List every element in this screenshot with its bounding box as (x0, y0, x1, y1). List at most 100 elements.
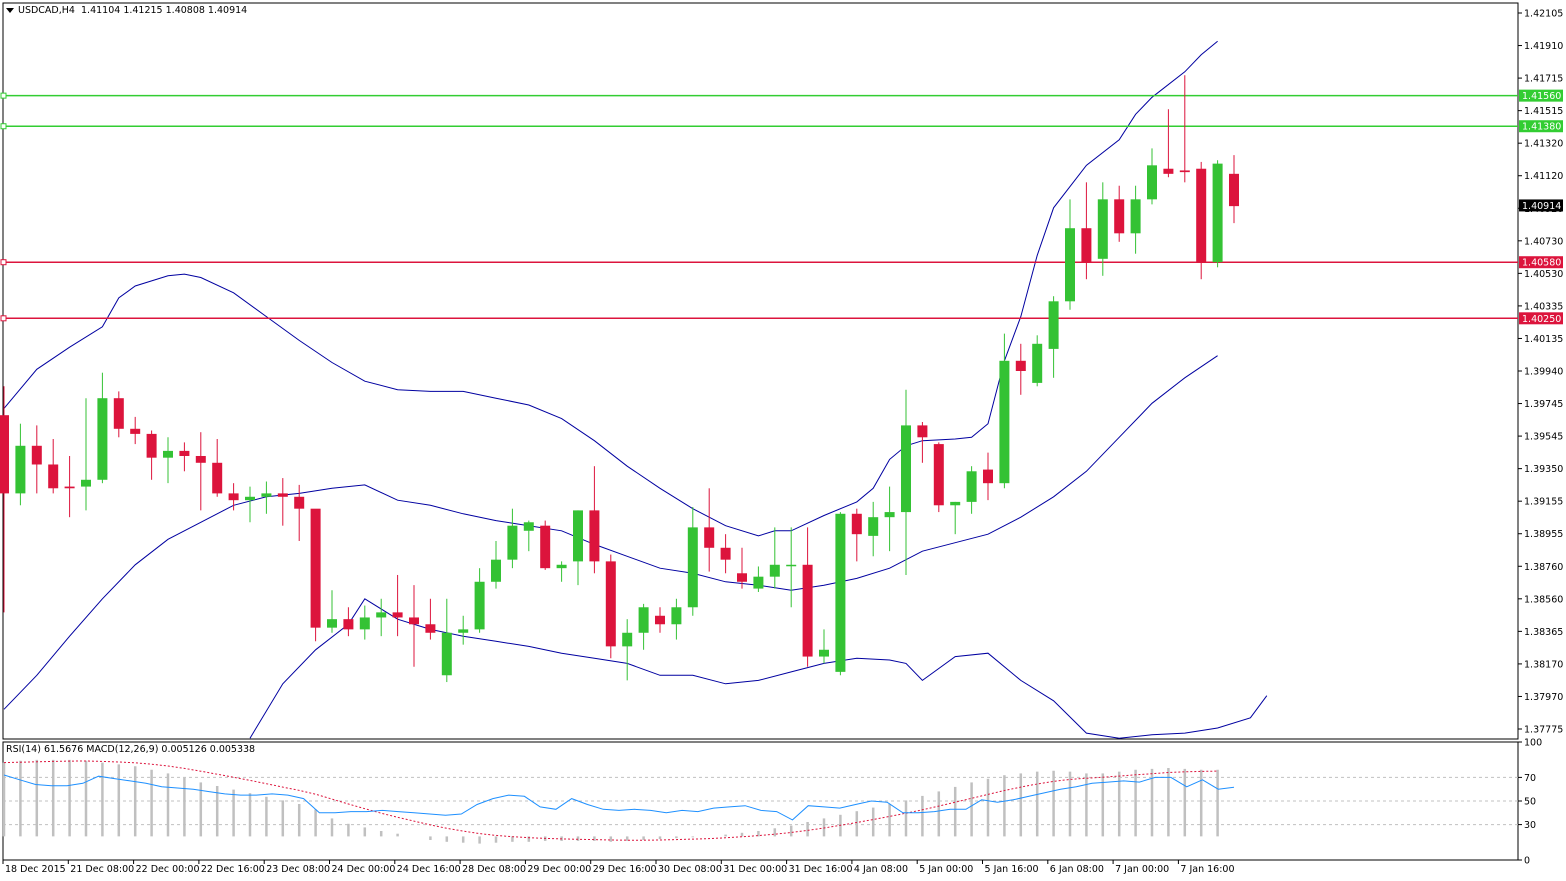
candle-body (720, 547, 731, 560)
support-level-handle (0, 259, 7, 266)
candle-body (851, 513, 862, 535)
candle-body (1097, 199, 1108, 259)
resistance-level-price-label: 1.41560 (1522, 91, 1561, 102)
resistance-level-price-tag (1519, 89, 1563, 102)
candle-body (163, 450, 173, 458)
support-level-price-tag (1519, 256, 1563, 269)
x-tick-label: 7 Jan 00:00 (1115, 864, 1169, 875)
candle-body (687, 527, 698, 608)
candle-body (950, 501, 961, 506)
x-tick-label: 6 Jan 08:00 (1050, 864, 1104, 875)
x-tick-label: 29 Dec 16:00 (593, 864, 657, 875)
y-tick-label: 1.41715 (1524, 74, 1563, 85)
y-tick-label: 1.38760 (1524, 562, 1563, 573)
candle-body (1163, 168, 1174, 174)
candle-body (441, 632, 452, 676)
candle-body (671, 607, 682, 625)
candle-body (523, 522, 534, 531)
x-tick-label: 4 Jan 08:00 (854, 864, 908, 875)
candle-body (491, 559, 501, 582)
collapse-triangle-icon[interactable] (6, 8, 14, 13)
candle-body (1147, 165, 1157, 200)
candle-body (327, 619, 337, 628)
candle-body (294, 496, 305, 509)
chart-header: USDCAD,H4 1.41104 1.41215 1.40808 1.4091… (6, 5, 247, 16)
x-tick-label: 31 Dec 00:00 (723, 864, 787, 875)
candle-body (655, 615, 665, 625)
candle-body (64, 486, 75, 489)
candle-body (638, 607, 649, 633)
candle-body (97, 398, 108, 480)
candle-body (425, 624, 436, 633)
candle-body (769, 564, 780, 577)
x-tick-label: 28 Dec 08:00 (462, 864, 526, 875)
candle-body (31, 445, 42, 465)
x-tick-label: 24 Dec 00:00 (332, 864, 396, 875)
candle-body (261, 493, 272, 497)
candle-body (81, 479, 91, 487)
candle-body (589, 510, 600, 562)
candle-body (1032, 343, 1043, 383)
y-tick-label: 1.42105 (1524, 9, 1563, 20)
candle-body (212, 462, 223, 494)
y-tick-label: 1.41320 (1524, 139, 1563, 150)
candle-body (786, 564, 797, 567)
y-tick-label: 1.38170 (1524, 659, 1563, 670)
candle-body (704, 527, 715, 548)
candle-body (819, 649, 829, 657)
candle-body (835, 513, 846, 672)
candle-body (1065, 228, 1075, 302)
candle-body (605, 561, 616, 647)
candle-body (802, 564, 813, 657)
support-level-price-tag (1519, 312, 1563, 325)
candle-body (146, 433, 157, 458)
y-tick-label: 1.41515 (1524, 106, 1563, 117)
sub-y-tick-label: 70 (1524, 773, 1536, 784)
candle-body (556, 564, 567, 569)
candle-body (933, 444, 944, 506)
sub-y-tick-label: 100 (1524, 738, 1542, 749)
candle-body (1212, 163, 1223, 263)
ohlc-values: 1.41104 1.41215 1.40808 1.40914 (81, 5, 248, 16)
x-tick-label: 7 Jan 16:00 (1180, 864, 1234, 875)
candle-body (753, 576, 764, 589)
candle-body (195, 455, 206, 463)
y-tick-label: 1.37775 (1524, 725, 1563, 736)
x-tick-label: 22 Dec 16:00 (201, 864, 265, 875)
bollinger-lower-line (249, 598, 1268, 739)
candle-body (130, 428, 141, 434)
bollinger-upper-line (3, 40, 1218, 537)
candle-body (1229, 173, 1239, 207)
candle-body (392, 612, 403, 618)
candle-body (1015, 360, 1026, 371)
current-price-label: 1.40914 (1522, 201, 1561, 212)
resistance-level-price-tag (1519, 120, 1563, 133)
x-tick-label: 5 Jan 16:00 (985, 864, 1039, 875)
candle-body (983, 469, 993, 484)
candle-body (1081, 228, 1092, 263)
y-tick-label: 1.40730 (1524, 236, 1563, 247)
y-tick-label: 1.41120 (1524, 171, 1563, 182)
y-tick-label: 1.41910 (1524, 41, 1563, 52)
candle-body (48, 464, 59, 489)
y-tick-label: 1.38955 (1524, 529, 1563, 540)
candle-body (343, 619, 354, 630)
candle-body (409, 617, 419, 625)
y-tick-label: 1.39350 (1524, 464, 1563, 475)
resistance-level-handle (0, 92, 7, 99)
support-level-price-label: 1.40580 (1522, 258, 1561, 269)
candle-body (113, 398, 124, 429)
candle-body (1048, 301, 1059, 349)
y-tick-label: 1.40530 (1524, 269, 1563, 280)
support-level-handle (0, 315, 7, 322)
candle-body (245, 496, 255, 501)
candle-body (868, 517, 879, 536)
candle-body (179, 450, 190, 456)
main-plot-frame (2, 2, 1519, 740)
candle-body (277, 493, 288, 497)
x-tick-label: 23 Dec 08:00 (266, 864, 330, 875)
x-tick-label: 24 Dec 16:00 (397, 864, 461, 875)
y-tick-label: 1.37970 (1524, 692, 1563, 703)
candle-body (1114, 199, 1125, 234)
